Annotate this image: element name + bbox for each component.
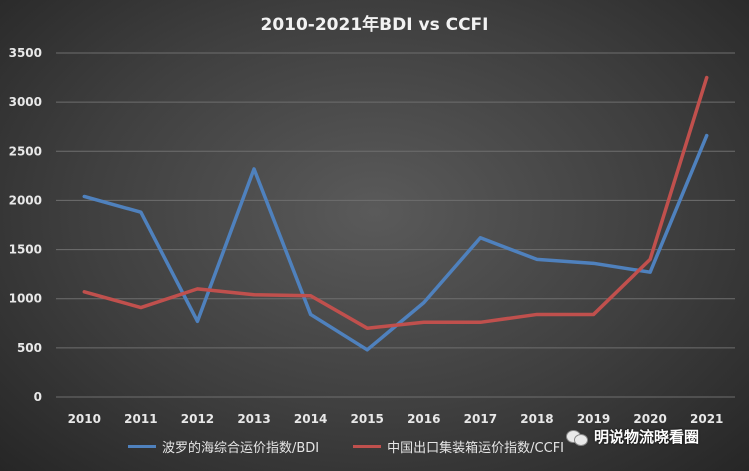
y-tick-label-0: 0	[34, 390, 42, 404]
data-point-bdi-2017	[478, 236, 482, 240]
x-tick-label-2012: 2012	[181, 412, 214, 426]
data-point-bdi-2019	[592, 261, 596, 265]
data-point-ccfi-2018	[535, 312, 539, 316]
series-line-bdi	[82, 133, 709, 352]
watermark-text: 明说物流晓看圈	[594, 428, 700, 446]
data-point-bdi-2014	[309, 312, 313, 316]
data-point-bdi-2021	[705, 134, 709, 138]
data-point-bdi-2015	[365, 348, 369, 352]
legend-label-bdi: 波罗的海综合运价指数/BDI	[162, 441, 320, 456]
data-point-ccfi-2014	[309, 294, 313, 298]
y-tick-label-3000: 3000	[9, 95, 42, 109]
y-tick-label-2500: 2500	[9, 144, 42, 158]
data-point-bdi-2020	[648, 270, 652, 274]
x-tick-label-2010: 2010	[68, 412, 101, 426]
x-tick-label-2013: 2013	[237, 412, 270, 426]
data-point-ccfi-2015	[365, 326, 369, 330]
data-point-bdi-2010	[82, 194, 86, 198]
y-tick-label-1000: 1000	[9, 292, 42, 306]
data-point-bdi-2011	[139, 210, 143, 214]
x-tick-label-2014: 2014	[294, 412, 327, 426]
x-tick-label-2011: 2011	[124, 412, 157, 426]
data-point-bdi-2013	[252, 167, 256, 171]
chart-title: 2010-2021年BDI vs CCFI	[260, 15, 489, 35]
x-tick-label-2019: 2019	[577, 412, 610, 426]
data-point-ccfi-2017	[478, 320, 482, 324]
wechat-icon	[566, 428, 588, 446]
legend-item-bdi: 波罗的海综合运价指数/BDI	[128, 437, 319, 456]
legend-swatch-ccfi	[353, 445, 382, 448]
data-point-ccfi-2016	[422, 320, 426, 324]
y-tick-label-2000: 2000	[9, 193, 42, 207]
y-tick-label-3500: 3500	[9, 46, 42, 60]
data-point-bdi-2018	[535, 257, 539, 261]
x-tick-label-2016: 2016	[407, 412, 440, 426]
x-tick-label-2015: 2015	[351, 412, 384, 426]
x-tick-label-2020: 2020	[633, 412, 666, 426]
legend-item-ccfi: 中国出口集装箱运价指数/CCFI	[353, 437, 564, 456]
x-tick-label-2021: 2021	[690, 412, 723, 426]
data-point-ccfi-2019	[592, 312, 596, 316]
data-point-ccfi-2011	[139, 306, 143, 310]
x-tick-label-2018: 2018	[520, 412, 553, 426]
legend-label-ccfi: 中国出口集装箱运价指数/CCFI	[387, 441, 565, 456]
legend-swatch-bdi	[128, 445, 156, 448]
data-point-ccfi-2020	[648, 257, 652, 261]
data-point-bdi-2012	[195, 319, 199, 323]
data-point-ccfi-2021	[705, 76, 709, 80]
chart-legend: 波罗的海综合运价指数/BDI 中国出口集装箱运价指数/CCFI	[128, 437, 598, 456]
x-tick-label-2017: 2017	[464, 412, 497, 426]
data-point-ccfi-2012	[195, 287, 199, 291]
y-tick-label-500: 500	[17, 341, 42, 355]
data-point-bdi-2016	[422, 301, 426, 305]
data-point-ccfi-2013	[252, 293, 256, 297]
watermark: 明说物流晓看圈	[566, 426, 699, 447]
series-line-ccfi	[82, 75, 709, 330]
data-point-ccfi-2010	[82, 290, 86, 294]
y-tick-label-1500: 1500	[9, 243, 42, 257]
